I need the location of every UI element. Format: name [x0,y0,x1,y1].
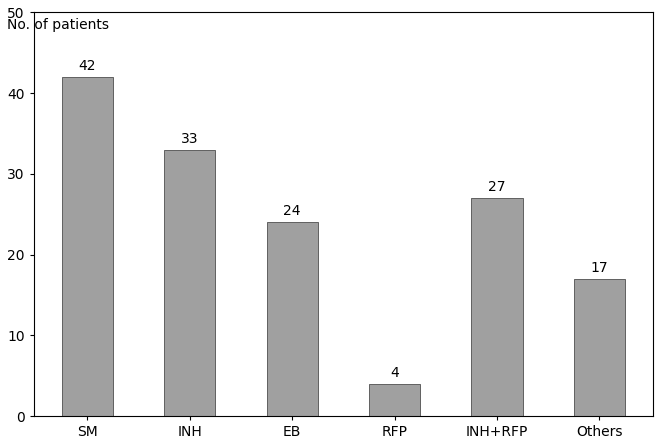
Text: 42: 42 [79,59,96,73]
Bar [164,150,215,416]
Text: 27: 27 [488,180,506,194]
Bar [62,77,113,416]
Bar [369,384,420,416]
Text: 33: 33 [181,132,199,146]
Text: 17: 17 [591,261,608,275]
Bar [574,279,625,416]
Text: 4: 4 [390,366,399,380]
Bar [267,222,317,416]
Text: No. of patients: No. of patients [7,18,109,32]
Text: 24: 24 [283,204,301,218]
Bar [471,198,523,416]
